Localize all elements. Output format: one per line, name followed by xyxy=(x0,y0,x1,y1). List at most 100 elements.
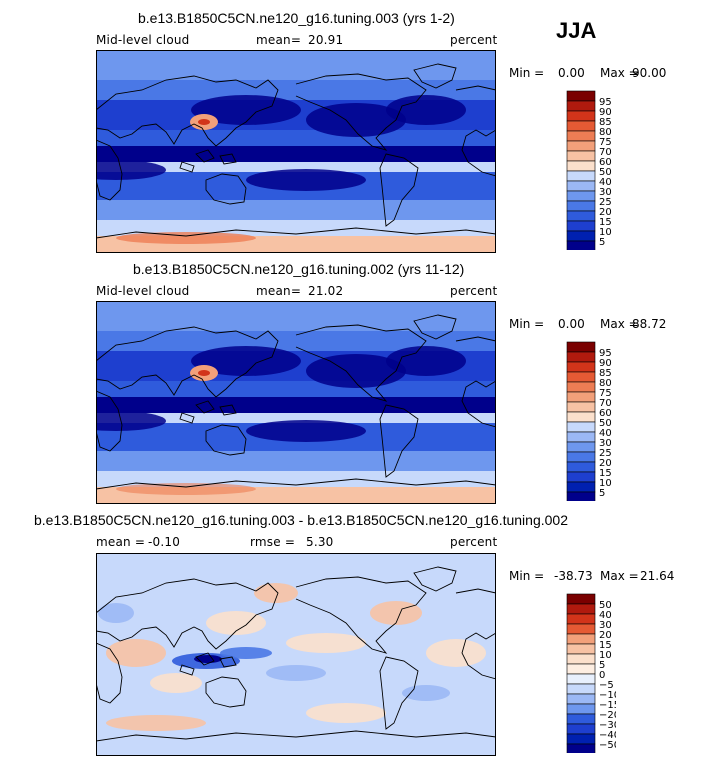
colorbar-box xyxy=(566,491,596,501)
colorbar-tick-label: 0 xyxy=(599,670,605,681)
panel3-map xyxy=(96,553,496,756)
panel2-mean-value: 21.02 xyxy=(308,284,344,298)
contour-region xyxy=(426,639,486,667)
contour-region xyxy=(116,483,256,495)
coastline xyxy=(179,412,195,424)
contour-band xyxy=(96,50,496,80)
coastline xyxy=(455,336,496,428)
colorbar-tick-label: 90 xyxy=(599,107,612,118)
colorbar-box xyxy=(566,110,596,122)
panel1-variable: Mid-level cloud xyxy=(96,33,190,47)
contour-region xyxy=(150,673,202,693)
contour-region xyxy=(266,665,326,681)
colorbar-tick-label: 25 xyxy=(599,448,612,459)
coastline xyxy=(205,173,247,205)
coastline xyxy=(379,656,419,730)
colorbar-tick-label: −50 xyxy=(599,740,616,751)
colorbar-tick-label: 5 xyxy=(599,660,605,671)
panel3-title: b.e13.B1850C5CN.ne120_g16.tuning.003 - b… xyxy=(34,512,568,528)
contour-region xyxy=(96,160,166,180)
contour-region xyxy=(106,715,206,731)
contour-region xyxy=(198,370,210,376)
panel1-min-value: 0.00 xyxy=(558,66,585,80)
coastline xyxy=(96,478,496,490)
contour-region xyxy=(306,354,406,388)
coastline xyxy=(455,588,496,680)
colorbar-box xyxy=(566,593,596,605)
colorbar-box xyxy=(566,341,596,353)
colorbar-tick-label: 30 xyxy=(599,620,612,631)
coastline xyxy=(96,578,279,650)
coastline xyxy=(195,149,215,163)
coastline xyxy=(295,576,427,654)
colorbar-tick-label: 70 xyxy=(599,398,612,409)
colorbar-box xyxy=(566,100,596,112)
panel1-mean-label: mean= xyxy=(256,33,302,47)
colorbar-tick-label: 95 xyxy=(599,97,612,108)
panel1-units: percent xyxy=(450,33,498,47)
colorbar-box xyxy=(566,653,596,665)
contour-region xyxy=(116,232,256,244)
colorbar-box xyxy=(566,401,596,413)
coastline xyxy=(219,153,237,165)
colorbar-box xyxy=(566,170,596,182)
colorbar-tick-label: 85 xyxy=(599,117,612,128)
colorbar-tick-label: −15 xyxy=(599,700,616,711)
colorbar-tick-label: 60 xyxy=(599,157,612,168)
colorbar-tick-label: 10 xyxy=(599,650,612,661)
contour-region xyxy=(206,611,266,635)
colorbar-tick-label: 30 xyxy=(599,438,612,449)
colorbar-box xyxy=(566,140,596,152)
colorbar-tick-label: 20 xyxy=(599,207,612,218)
colorbar-tick-label: 15 xyxy=(599,217,612,228)
contour-region xyxy=(370,601,422,625)
colorbar-box xyxy=(566,190,596,202)
colorbar-box xyxy=(566,633,596,645)
colorbar-box xyxy=(566,683,596,695)
colorbar-tick-label: −20 xyxy=(599,710,616,721)
colorbar-box xyxy=(566,481,596,493)
colorbar-tick-label: 20 xyxy=(599,630,612,641)
colorbar-tick-label: 85 xyxy=(599,368,612,379)
colorbar-tick-label: 5 xyxy=(599,488,605,499)
panel2-map xyxy=(96,301,496,504)
colorbar-box xyxy=(566,120,596,132)
coastline xyxy=(219,656,237,668)
coastline xyxy=(96,139,123,201)
panel2-variable: Mid-level cloud xyxy=(96,284,190,298)
panel3-units: percent xyxy=(450,535,498,549)
coastline xyxy=(179,161,195,173)
panel2-min-value: 0.00 xyxy=(558,317,585,331)
coastline xyxy=(195,400,215,414)
colorbar-tick-label: 70 xyxy=(599,147,612,158)
contour-region xyxy=(96,411,166,431)
coastline xyxy=(96,326,279,398)
colorbar-box xyxy=(566,431,596,443)
colorbar-tick-label: 95 xyxy=(599,348,612,359)
colorbar-tick-label: −10 xyxy=(599,690,616,701)
contour-region xyxy=(286,633,366,653)
contour-region xyxy=(254,583,298,603)
colorbar-tick-label: −40 xyxy=(599,730,616,741)
panel1-max-label: Max = xyxy=(600,66,639,80)
panel3-mean-label: mean = xyxy=(96,535,146,549)
colorbar-box xyxy=(566,200,596,212)
colorbar-tick-label: 75 xyxy=(599,388,612,399)
panel1-max-value: 90.00 xyxy=(632,66,667,80)
coastline xyxy=(195,652,215,666)
coastline xyxy=(96,730,496,742)
panel1-map xyxy=(96,50,496,253)
panel2-mean-label: mean= xyxy=(256,284,302,298)
panel2-max-value: 88.72 xyxy=(632,317,667,331)
colorbar-box xyxy=(566,461,596,473)
contour-region xyxy=(386,346,466,376)
panel3-max-label: Max = xyxy=(600,569,639,583)
panel3-rmse-value: 5.30 xyxy=(306,535,334,549)
colorbar-tick-label: 10 xyxy=(599,478,612,489)
contour-region xyxy=(98,603,134,623)
colorbar-box xyxy=(566,713,596,725)
coastline xyxy=(96,390,123,452)
contour-band xyxy=(96,413,496,423)
colorbar-box xyxy=(566,471,596,483)
